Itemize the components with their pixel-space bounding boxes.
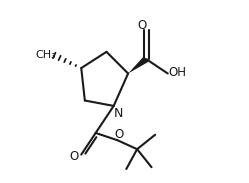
Polygon shape (128, 56, 148, 74)
Text: N: N (114, 107, 123, 120)
Text: O: O (115, 128, 124, 141)
Text: O: O (70, 150, 79, 163)
Text: CH₃: CH₃ (36, 50, 57, 59)
Text: OH: OH (169, 66, 187, 79)
Text: O: O (137, 19, 146, 32)
